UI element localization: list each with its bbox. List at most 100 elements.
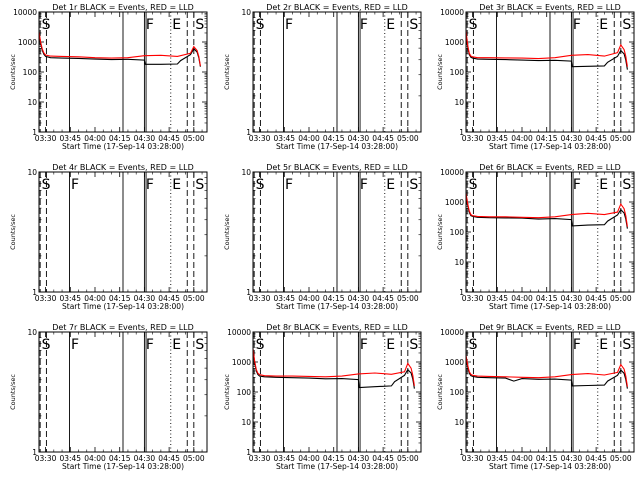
event-marker-label: S bbox=[622, 177, 631, 193]
y-tick-label: 10000 bbox=[440, 168, 464, 177]
x-axis-label: Start Time (17-Sep-14 03:28:00) bbox=[276, 142, 398, 151]
x-tick-label: 03:30 bbox=[249, 134, 271, 143]
event-marker-label: E bbox=[172, 337, 181, 353]
x-tick-label: 05:00 bbox=[397, 134, 419, 143]
series-line bbox=[38, 32, 201, 67]
x-tick-label: 04:30 bbox=[348, 294, 370, 303]
x-tick-label: 03:45 bbox=[486, 294, 508, 303]
chart-title: Det 5r BLACK = Events, RED = LLD bbox=[266, 163, 408, 172]
x-tick-label: 04:00 bbox=[298, 454, 320, 463]
x-tick-label: 04:45 bbox=[372, 134, 394, 143]
x-axis-label: Start Time (17-Sep-14 03:28:00) bbox=[62, 462, 184, 471]
plot-frame bbox=[38, 331, 208, 453]
x-axis-label: Start Time (17-Sep-14 03:28:00) bbox=[62, 302, 184, 311]
y-tick-label: 10 bbox=[454, 418, 464, 427]
chart-title: Det 1r BLACK = Events, RED = LLD bbox=[52, 3, 194, 12]
y-axis-label: Counts/sec bbox=[9, 374, 17, 410]
x-tick-label: 03:30 bbox=[35, 134, 57, 143]
event-marker-label: E bbox=[386, 177, 395, 193]
x-tick-label: 04:00 bbox=[511, 454, 533, 463]
x-tick-label: 04:15 bbox=[323, 294, 345, 303]
y-axis-label: Counts/sec bbox=[9, 54, 17, 90]
event-marker-label: E bbox=[599, 177, 608, 193]
event-marker-label: S bbox=[195, 17, 204, 33]
x-axis-label: Start Time (17-Sep-14 03:28:00) bbox=[62, 142, 184, 151]
x-tick-label: 03:30 bbox=[35, 294, 57, 303]
series-line bbox=[38, 31, 201, 66]
y-tick-label: 10000 bbox=[440, 8, 464, 17]
series-line bbox=[465, 194, 628, 229]
plot-frame bbox=[38, 171, 208, 293]
event-marker-label: F bbox=[71, 337, 79, 353]
plot-frame bbox=[465, 331, 635, 453]
y-tick-label: 10 bbox=[27, 168, 37, 177]
event-marker-label: F bbox=[573, 177, 581, 193]
chart-panel: Det 2r BLACK = Events, RED = LLD 1 10 03:30… bbox=[223, 3, 422, 151]
y-tick-label: 10000 bbox=[13, 8, 37, 17]
y-tick-label: 10000 bbox=[227, 328, 251, 337]
y-tick-label: 1 bbox=[459, 288, 464, 297]
y-tick-label: 10 bbox=[454, 98, 464, 107]
x-tick-label: 04:00 bbox=[84, 134, 106, 143]
chart-title: Det 4r BLACK = Events, RED = LLD bbox=[52, 163, 194, 172]
plot-frame bbox=[465, 11, 635, 133]
x-tick-label: 03:45 bbox=[486, 454, 508, 463]
y-tick-label: 100 bbox=[450, 388, 465, 397]
chart-panel: Det 7r BLACK = Events, RED = LLD 1 10 03:30… bbox=[9, 323, 208, 471]
series-line bbox=[465, 32, 628, 70]
x-tick-label: 04:15 bbox=[323, 134, 345, 143]
x-tick-label: 03:45 bbox=[273, 134, 295, 143]
y-tick-label: 1 bbox=[459, 128, 464, 137]
y-tick-label: 1 bbox=[32, 288, 37, 297]
y-tick-label: 10 bbox=[241, 8, 251, 17]
y-tick-label: 100 bbox=[450, 228, 465, 237]
x-tick-label: 04:45 bbox=[585, 294, 607, 303]
y-tick-label: 1 bbox=[246, 288, 251, 297]
x-tick-label: 04:45 bbox=[158, 134, 180, 143]
x-tick-label: 03:30 bbox=[462, 454, 484, 463]
event-marker-label: F bbox=[285, 177, 293, 193]
x-tick-label: 05:00 bbox=[183, 294, 205, 303]
x-tick-label: 03:45 bbox=[59, 134, 81, 143]
y-tick-label: 1 bbox=[246, 128, 251, 137]
chart-title: Det 9r BLACK = Events, RED = LLD bbox=[479, 323, 621, 332]
x-tick-label: 04:15 bbox=[109, 454, 131, 463]
y-tick-label: 10000 bbox=[440, 328, 464, 337]
x-tick-label: 04:30 bbox=[348, 454, 370, 463]
x-tick-label: 05:00 bbox=[397, 294, 419, 303]
x-axis-label: Start Time (17-Sep-14 03:28:00) bbox=[276, 462, 398, 471]
series-line bbox=[252, 350, 415, 389]
x-tick-label: 04:30 bbox=[134, 134, 156, 143]
x-tick-label: 03:30 bbox=[462, 294, 484, 303]
y-tick-label: 1000 bbox=[445, 198, 464, 207]
x-tick-label: 03:30 bbox=[35, 454, 57, 463]
plot-frame bbox=[252, 331, 422, 453]
series-line bbox=[465, 192, 628, 227]
x-tick-label: 04:45 bbox=[158, 294, 180, 303]
x-tick-label: 04:30 bbox=[134, 454, 156, 463]
x-tick-label: 04:00 bbox=[298, 294, 320, 303]
x-tick-label: 05:00 bbox=[610, 294, 632, 303]
x-tick-label: 04:30 bbox=[134, 294, 156, 303]
y-tick-label: 10 bbox=[27, 328, 37, 337]
series-line bbox=[465, 30, 628, 67]
series-line bbox=[465, 356, 628, 389]
x-tick-label: 04:45 bbox=[585, 134, 607, 143]
y-tick-label: 1000 bbox=[445, 358, 464, 367]
x-tick-label: 04:00 bbox=[84, 454, 106, 463]
event-marker-label: S bbox=[195, 177, 204, 193]
chart-title: Det 8r BLACK = Events, RED = LLD bbox=[266, 323, 408, 332]
chart-title: Det 7r BLACK = Events, RED = LLD bbox=[52, 323, 194, 332]
x-tick-label: 05:00 bbox=[610, 134, 632, 143]
x-tick-label: 03:45 bbox=[486, 134, 508, 143]
event-marker-label: E bbox=[599, 17, 608, 33]
event-marker-label: F bbox=[360, 177, 368, 193]
x-tick-label: 04:15 bbox=[536, 454, 558, 463]
event-marker-label: E bbox=[172, 17, 181, 33]
y-tick-label: 1 bbox=[246, 448, 251, 457]
x-tick-label: 04:30 bbox=[561, 294, 583, 303]
chart-title: Det 2r BLACK = Events, RED = LLD bbox=[266, 3, 408, 12]
x-tick-label: 03:45 bbox=[273, 294, 295, 303]
x-tick-label: 04:15 bbox=[109, 134, 131, 143]
x-tick-label: 04:45 bbox=[585, 454, 607, 463]
